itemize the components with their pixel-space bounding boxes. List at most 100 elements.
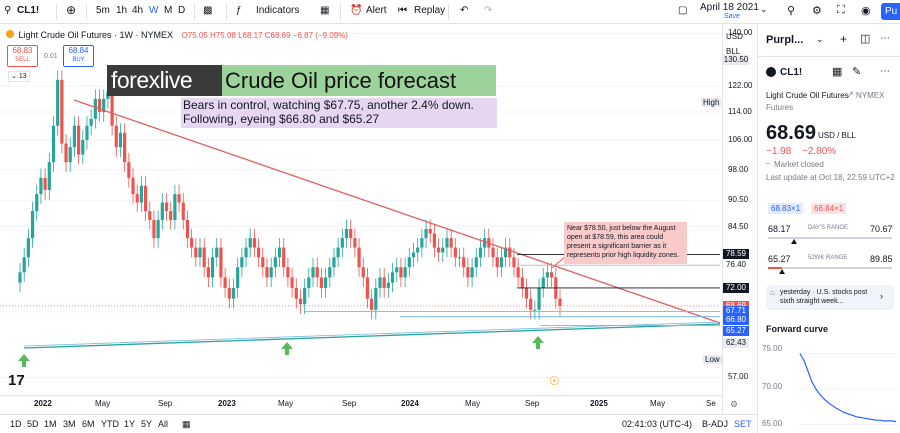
layout-icon[interactable]: ◫: [860, 33, 871, 45]
interval-4h[interactable]: 4h: [132, 5, 144, 16]
indicators-button[interactable]: Indicators: [256, 5, 300, 16]
sell-button[interactable]: 68.83 SELL: [7, 45, 38, 67]
candle-body: [43, 177, 47, 190]
interval-5m[interactable]: 5m: [96, 5, 110, 16]
save-button[interactable]: Save: [724, 13, 740, 20]
ask-pill[interactable]: 68.84×1: [811, 203, 847, 214]
week-range-fill: [768, 267, 782, 269]
gear-icon[interactable]: ⚙: [730, 399, 739, 409]
candle-type-icon[interactable]: ▩: [203, 5, 213, 16]
range-6m[interactable]: 6M: [82, 419, 95, 429]
currency-label[interactable]: USD: [726, 32, 743, 41]
chart-area[interactable]: Light Crude Oil Futures · 1W · NYMEX O75…: [0, 24, 757, 414]
candle-body: [349, 228, 353, 239]
chevron-down-icon[interactable]: ⌄: [760, 4, 768, 14]
candle-body: [545, 272, 550, 278]
indicators-toggle[interactable]: ⌄ 13: [8, 71, 30, 82]
forward-curve-title: Forward curve: [766, 324, 829, 334]
candle-body: [181, 202, 185, 220]
divider: [86, 4, 87, 20]
candle-body: [164, 202, 169, 212]
candle-body: [68, 147, 72, 163]
candle-body: [298, 298, 303, 305]
week-range-bar: [768, 267, 892, 269]
unit-label[interactable]: BLL: [726, 47, 741, 56]
search-icon[interactable]: ⚲: [787, 5, 796, 17]
adjustment-button[interactable]: B-ADJ: [702, 419, 729, 429]
time-axis[interactable]: [0, 395, 722, 414]
bottom-toolbar: 1D 5D 1M 3M 6M YTD 1Y 5Y All ▦ 02:41:03 …: [0, 414, 757, 433]
price-change: −1.98: [766, 146, 792, 157]
clock-time[interactable]: 02:41:03 (UTC-4): [622, 419, 693, 429]
candle-body: [449, 238, 453, 248]
camera-icon[interactable]: ◉: [861, 5, 871, 17]
candle-body: [432, 233, 437, 248]
range-3m[interactable]: 3M: [63, 419, 76, 429]
candle-body: [156, 219, 160, 239]
day-range-label: DAY'S RANGE: [808, 225, 849, 231]
candle-body: [231, 287, 236, 299]
up-arrow-marker: [281, 342, 293, 355]
legend-title: Light Crude Oil Futures · 1W · NYMEX: [18, 30, 174, 40]
price-tag-black: 72.00: [723, 282, 749, 293]
replay-icon[interactable]: ⏮: [398, 5, 407, 16]
right-panel: Purpl... ⌄ + ◫ ⋯ CL1! ▦ ✎ ⋯ Light Crude …: [757, 24, 900, 433]
layouts-icon[interactable]: ▦: [320, 5, 330, 16]
undo-icon[interactable]: ↶: [460, 5, 469, 16]
price-axis[interactable]: [722, 24, 757, 414]
external-link-icon[interactable]: ↗: [847, 90, 854, 99]
interval-1h[interactable]: 1h: [116, 5, 128, 16]
chevron-down-icon[interactable]: ⌄: [816, 34, 824, 44]
search-icon[interactable]: ⚲: [4, 5, 12, 16]
indicators-icon[interactable]: ƒ: [236, 5, 242, 16]
gear-icon[interactable]: ⚙: [812, 5, 822, 17]
candle-body: [236, 267, 240, 288]
instrument-name[interactable]: Light Crude Oil Futures: [766, 91, 849, 100]
events-icon[interactable]: ☉: [549, 374, 560, 388]
settlement-button[interactable]: SET: [734, 419, 752, 429]
alarm-icon[interactable]: ⏰: [350, 5, 363, 16]
watchlist-name[interactable]: Purpl...: [766, 34, 804, 46]
more-icon[interactable]: ⋯: [880, 33, 890, 44]
fullscreen-icon[interactable]: ⛶: [837, 4, 845, 16]
edit-icon[interactable]: ✎: [852, 66, 862, 78]
candle-body: [18, 272, 22, 283]
layout-square-icon[interactable]: ▢: [678, 5, 688, 16]
panel-symbol[interactable]: CL1!: [780, 67, 803, 78]
range-5d[interactable]: 5D: [27, 419, 39, 429]
interval-d[interactable]: D: [178, 5, 186, 16]
buy-button[interactable]: 68.84 BUY: [63, 45, 94, 67]
symbol-button[interactable]: CL1!: [17, 5, 40, 16]
replay-button[interactable]: Replay: [414, 5, 446, 16]
range-1d[interactable]: 1D: [10, 419, 22, 429]
candle-body: [39, 177, 43, 195]
candle-body: [77, 125, 81, 155]
layout-name[interactable]: April 18 2021: [700, 2, 759, 13]
candle-body: [520, 277, 524, 288]
interval-m[interactable]: M: [164, 5, 173, 16]
time-axis-tick: 2023: [218, 399, 236, 408]
plus-circle-icon[interactable]: ⊕: [66, 3, 77, 17]
descending-trendline: [73, 99, 721, 324]
calendar-icon[interactable]: ▦: [182, 419, 191, 429]
grid-icon[interactable]: ▦: [832, 66, 843, 78]
publish-button[interactable]: Pu: [881, 3, 900, 20]
more-icon[interactable]: ⋯: [880, 66, 890, 77]
plus-icon[interactable]: +: [840, 32, 848, 46]
range-ytd[interactable]: YTD: [101, 419, 119, 429]
market-closed-icon: ‒: [766, 159, 771, 168]
interval-w[interactable]: W: [149, 5, 159, 16]
candle-body: [411, 252, 416, 258]
range-all[interactable]: All: [158, 419, 169, 429]
candle-body: [202, 247, 206, 268]
bid-pill[interactable]: 68.83×1: [768, 203, 804, 214]
news-item[interactable]: ⌂ yesterday · U.S. stocks post sixth str…: [766, 285, 894, 310]
alert-button[interactable]: Alert: [366, 5, 387, 16]
range-5y[interactable]: 5Y: [141, 419, 153, 429]
time-axis-tick: 2025: [590, 399, 608, 408]
redo-icon[interactable]: ↷: [484, 5, 493, 16]
chevron-down-icon: ⌄: [11, 73, 17, 80]
price-axis-tick: 106.00: [728, 134, 753, 144]
range-1m[interactable]: 1M: [44, 419, 57, 429]
range-1y[interactable]: 1Y: [124, 419, 136, 429]
